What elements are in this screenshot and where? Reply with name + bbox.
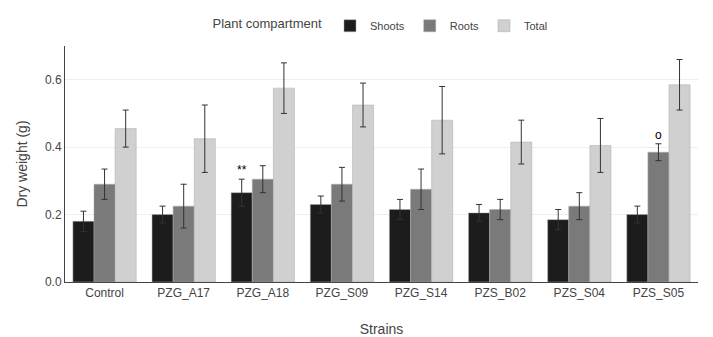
svg-text:PZS_S04: PZS_S04 bbox=[554, 286, 606, 300]
svg-text:Strains: Strains bbox=[360, 321, 404, 337]
svg-text:PZG_A17: PZG_A17 bbox=[157, 286, 210, 300]
svg-text:0.6: 0.6 bbox=[45, 73, 62, 87]
svg-text:PZS_B02: PZS_B02 bbox=[475, 286, 527, 300]
svg-text:o: o bbox=[655, 128, 662, 142]
svg-text:Roots: Roots bbox=[450, 20, 479, 32]
svg-text:Control: Control bbox=[85, 286, 124, 300]
svg-text:0.2: 0.2 bbox=[45, 208, 62, 222]
svg-text:0.0: 0.0 bbox=[45, 275, 62, 289]
svg-text:PZG_S09: PZG_S09 bbox=[316, 286, 369, 300]
svg-text:PZG_A18: PZG_A18 bbox=[236, 286, 289, 300]
svg-text:Shoots: Shoots bbox=[370, 20, 405, 32]
svg-text:**: ** bbox=[237, 163, 247, 177]
svg-text:0.4: 0.4 bbox=[45, 140, 62, 154]
svg-text:Dry weight (g): Dry weight (g) bbox=[14, 120, 30, 207]
svg-text:Total: Total bbox=[524, 20, 547, 32]
svg-text:Plant compartment: Plant compartment bbox=[213, 16, 322, 31]
svg-text:PZG_S14: PZG_S14 bbox=[395, 286, 448, 300]
svg-text:PZS_S05: PZS_S05 bbox=[633, 286, 685, 300]
